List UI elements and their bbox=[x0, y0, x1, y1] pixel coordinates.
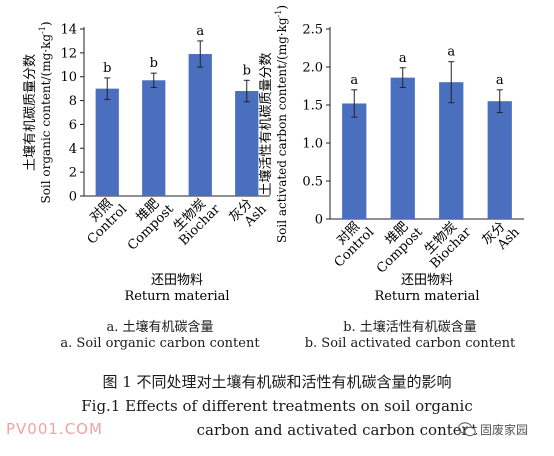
chart-a-y-tick-label: 10 bbox=[60, 70, 77, 85]
chart-b-sig-letter: a bbox=[350, 73, 358, 88]
chart-a-bar bbox=[142, 80, 166, 196]
chart-a-y-tick-label: 2 bbox=[69, 166, 77, 181]
chart-b-bar bbox=[390, 77, 415, 219]
caption-a-en: a. Soil organic carbon content bbox=[60, 336, 260, 351]
caption-a-zh: a. 土壤有机碳含量 bbox=[106, 320, 214, 335]
chart-a-sig-letter: b bbox=[150, 56, 158, 71]
chart-b-sig-letter: a bbox=[496, 73, 504, 88]
chart-b-y-tick-label: 2.0 bbox=[302, 61, 323, 76]
chart-b-y-tick-label: 0.5 bbox=[302, 175, 323, 190]
figure-title-zh: 图 1 不同处理对土壤有机碳和活性有机碳含量的影响 bbox=[102, 373, 452, 391]
chart-b-xlabel-zh: 还田物料 bbox=[401, 273, 453, 288]
chart-b-xlabel-en: Return material bbox=[374, 289, 479, 304]
chart-a-bar bbox=[188, 54, 212, 196]
chart-a-ylabel-zh: 土壤有机碳质量分数 bbox=[22, 54, 38, 171]
chart-a-xlabel-zh: 还田物料 bbox=[151, 273, 203, 288]
chart-a-y-tick-label: 4 bbox=[69, 142, 77, 157]
watermark: PV001.COM bbox=[6, 420, 103, 438]
chart-b-sig-letter: a bbox=[399, 51, 407, 66]
chart-b-y-tick-label: 0 bbox=[315, 213, 323, 228]
chart-a-y-tick-label: 12 bbox=[60, 46, 77, 61]
chart-a-y-tick-label: 8 bbox=[69, 94, 77, 109]
chart-b-bar bbox=[487, 101, 512, 219]
chart-a-sig-letter: a bbox=[196, 24, 204, 39]
figure-title-en-1: Fig.1 Effects of different treatments on… bbox=[81, 397, 473, 415]
chart-a-y-tick-label: 14 bbox=[60, 23, 77, 38]
chart-b-y-tick-label: 1.5 bbox=[302, 99, 323, 114]
chart-b-y-tick-label: 2.5 bbox=[302, 23, 323, 38]
chart-b-y-tick-label: 1.0 bbox=[302, 137, 323, 152]
chart-a-sig-letter: b bbox=[103, 61, 111, 76]
chart-a-bar bbox=[95, 88, 119, 196]
chart-a-y-tick-label: 0 bbox=[69, 190, 77, 205]
figure-title-en-2: carbon and activated carbon content bbox=[196, 421, 478, 439]
chart-a-xlabel-en: Return material bbox=[124, 289, 229, 304]
chart-b-bar bbox=[342, 103, 367, 219]
caption-b-zh: b. 土壤活性有机碳含量 bbox=[343, 320, 477, 335]
chart-b-ylabel-en: Soil activated carbon content/(mg·kg-1) bbox=[274, 5, 289, 243]
wechat-icon bbox=[458, 422, 476, 437]
chart-a-y-tick-label: 6 bbox=[69, 118, 77, 133]
chart-b-sig-letter: a bbox=[447, 45, 455, 60]
wechat-label: 固废家园 bbox=[480, 423, 529, 437]
wechat-badge: 固废家园 bbox=[458, 421, 528, 438]
chart-b-ylabel-zh: 土壤活性有机碳质量分数 bbox=[258, 52, 274, 195]
chart-a-sig-letter: b bbox=[243, 63, 251, 78]
chart-b-bar bbox=[439, 82, 464, 219]
chart-a-bar bbox=[235, 91, 259, 196]
chart-a-ylabel-en: Soil organic content/(mg·kg-1) bbox=[38, 21, 53, 203]
caption-b-en: b. Soil activated carbon content bbox=[304, 336, 516, 351]
